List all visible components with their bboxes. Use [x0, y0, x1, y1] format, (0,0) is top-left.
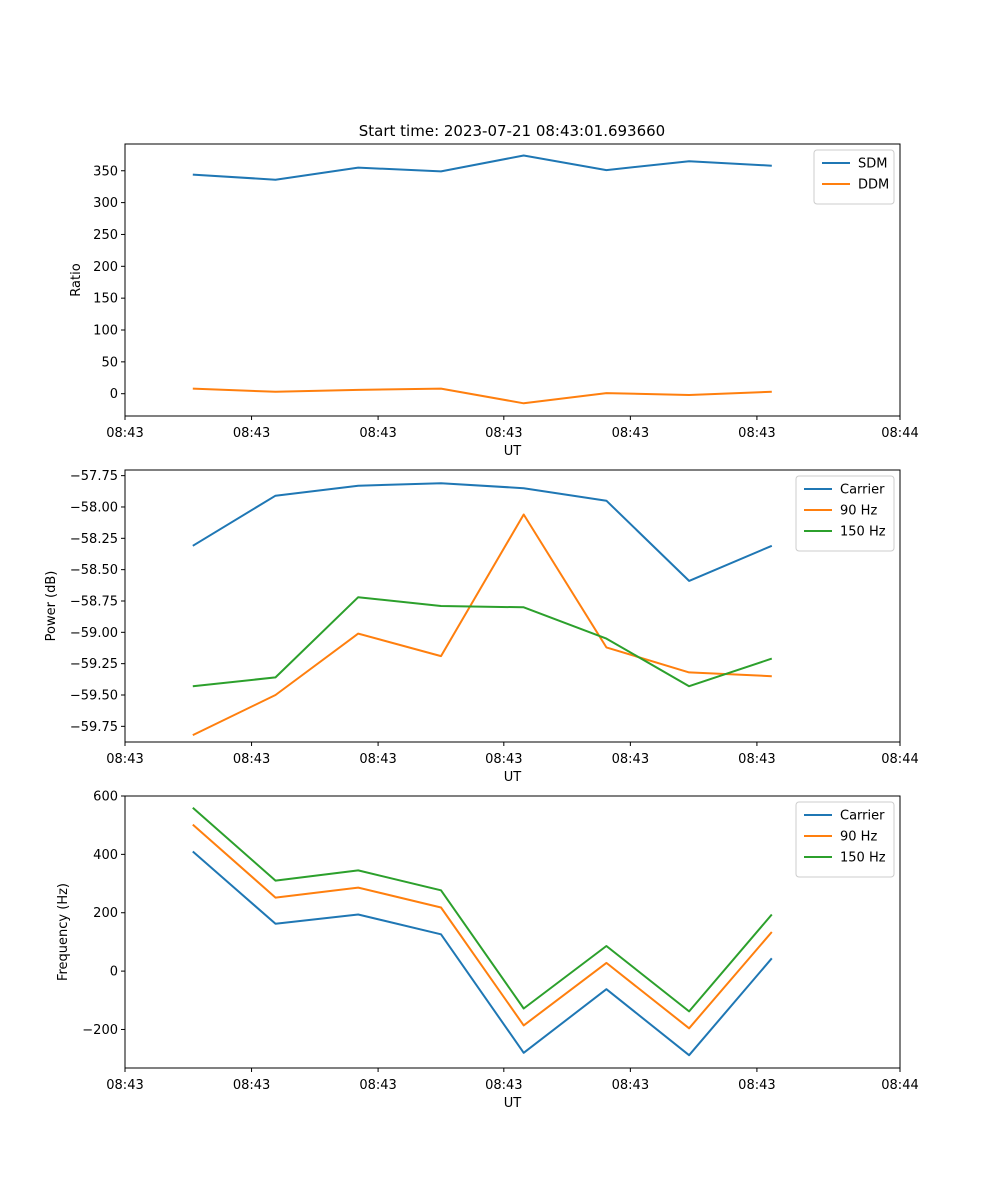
x-axis-label: UT: [504, 1096, 522, 1111]
series-line-sdm: [192, 154, 772, 181]
legend-entry: SDM: [858, 157, 887, 172]
legend-entry: 150 Hz: [840, 851, 886, 866]
x-tick-label: 08:43: [359, 426, 396, 441]
y-tick-label: 100: [93, 324, 118, 339]
legend-box: [795, 475, 895, 552]
y-tick-label: −59.25: [70, 657, 118, 672]
y-tick-label: −59.75: [70, 720, 118, 735]
x-tick-label: 08:43: [233, 426, 270, 441]
x-tick-label: 08:43: [485, 1078, 522, 1093]
series-line-ddm: [192, 387, 772, 405]
x-tick-label: 08:43: [233, 1078, 270, 1093]
x-tick-label: 08:44: [881, 1078, 918, 1093]
y-tick-label: −58.25: [70, 532, 118, 547]
legend-entry: Carrier: [840, 483, 885, 498]
y-tick-label: 200: [93, 906, 118, 921]
y-tick-label: 350: [93, 164, 118, 179]
series-line-carrier: [192, 482, 773, 582]
legend-entry: 90 Hz: [840, 830, 877, 845]
series-line-carrier: [192, 850, 773, 1057]
y-tick-label: 250: [93, 228, 118, 243]
axes-frame: [124, 469, 901, 743]
y-axis-label: Ratio: [69, 263, 84, 296]
x-tick-label: 08:43: [233, 752, 270, 767]
x-tick-label: 08:43: [612, 426, 649, 441]
x-tick-label: 08:43: [485, 426, 522, 441]
panel-1: 08:43 08:43 08:43 08:43 08:43 08:43 08:44 0 50 10…: [69, 143, 919, 459]
x-tick-label: 08:43: [359, 1078, 396, 1093]
x-tick-label: 08:43: [612, 1078, 649, 1093]
x-tick-label: 08:43: [106, 426, 143, 441]
y-tick-label: 600: [93, 790, 118, 805]
series-line-150-hz: [192, 596, 773, 688]
x-tick-label: 08:43: [738, 1078, 775, 1093]
x-tick-label: 08:44: [881, 752, 918, 767]
y-tick-label: 0: [110, 387, 118, 402]
legend: SDM DDM: [813, 149, 895, 205]
x-tick-label: 08:43: [485, 752, 522, 767]
x-tick-label: 08:44: [881, 426, 918, 441]
y-tick-label: 50: [101, 355, 118, 370]
series-line-150-hz: [192, 806, 773, 1013]
y-tick-label: 400: [93, 848, 118, 863]
panel-3: 08:43 08:43 08:43 08:43 08:43 08:43 08:44 −200 0…: [56, 790, 919, 1112]
y-axis-label: Power (dB): [44, 571, 59, 642]
legend: Carrier 90 Hz 150 Hz: [795, 475, 895, 552]
x-tick-label: 08:43: [106, 752, 143, 767]
panel-2: 08:43 08:43 08:43 08:43 08:43 08:43 08:44 −59.7…: [44, 469, 919, 785]
y-tick-label: −57.75: [70, 469, 118, 484]
x-tick-label: 08:43: [106, 1078, 143, 1093]
legend-entry: 150 Hz: [840, 525, 886, 540]
legend-entry: DDM: [858, 178, 889, 193]
x-tick-label: 08:43: [738, 752, 775, 767]
legend-entry: Carrier: [840, 809, 885, 824]
legend-entry: 90 Hz: [840, 504, 877, 519]
y-tick-label: 0: [110, 965, 118, 980]
y-tick-label: −59.00: [70, 626, 118, 641]
y-tick-label: −58.50: [70, 563, 118, 578]
x-tick-label: 08:43: [738, 426, 775, 441]
y-axis-label: Frequency (Hz): [56, 883, 71, 981]
y-tick-label: −200: [82, 1023, 118, 1038]
axes-frame: [124, 795, 901, 1069]
chart-title: Start time: 2023-07-21 08:43:01.693660: [359, 122, 665, 140]
x-axis-label: UT: [504, 770, 522, 785]
series-line-90-hz: [192, 513, 772, 736]
y-tick-label: −58.75: [70, 594, 118, 609]
axes-frame: [124, 143, 901, 417]
y-tick-label: −59.50: [70, 688, 118, 703]
y-tick-label: 150: [93, 292, 118, 307]
series-line-90-hz: [192, 823, 773, 1030]
legend: Carrier 90 Hz 150 Hz: [795, 801, 895, 878]
y-tick-label: 300: [93, 196, 118, 211]
x-axis-label: UT: [504, 444, 522, 459]
x-tick-label: 08:43: [359, 752, 396, 767]
x-tick-label: 08:43: [612, 752, 649, 767]
y-tick-label: −58.00: [70, 500, 118, 515]
legend-box: [795, 801, 895, 878]
y-tick-label: 200: [93, 260, 118, 275]
